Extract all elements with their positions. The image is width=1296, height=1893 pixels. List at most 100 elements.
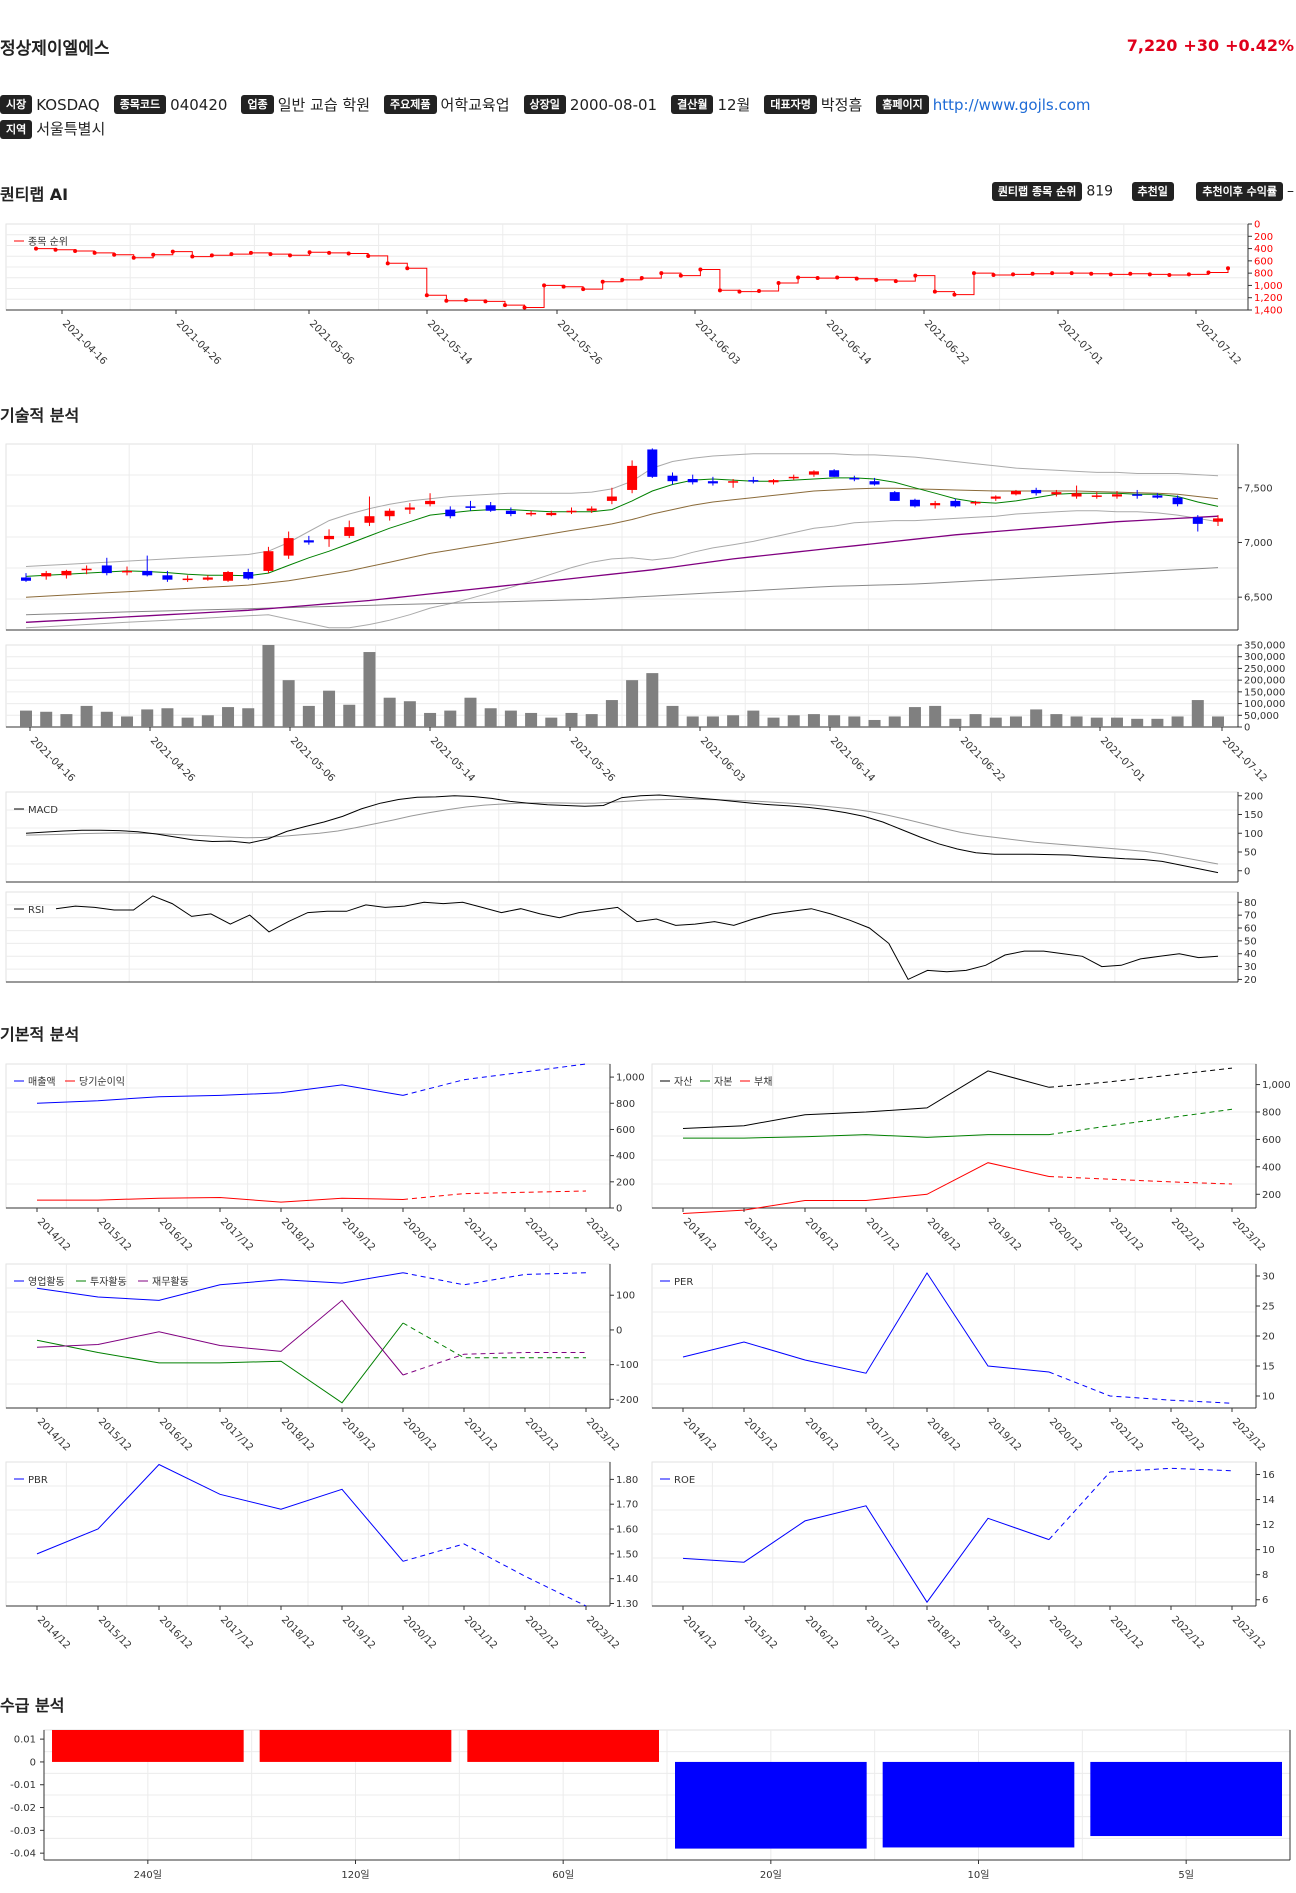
y-tick-label: 600	[616, 1125, 635, 1136]
y-tick-label: 0.01	[14, 1735, 36, 1746]
x-tick-label: 2015/12	[96, 1416, 133, 1453]
pbr-chart: 1.30 1.40 1.50 1.60 1.70 1.80 2014/12 2015/12 20…	[5, 1461, 638, 1651]
candle-body	[1172, 497, 1183, 505]
volume-bar	[181, 717, 194, 727]
per-chart: 10 15 20 25 30 2014/12 2015/12 2016/12 2017/12 20…	[651, 1263, 1275, 1453]
y-tick-label: 16	[1262, 1470, 1275, 1481]
candle-body	[1031, 489, 1042, 494]
rank-point	[932, 289, 937, 294]
rank-point	[229, 252, 234, 257]
x-tick-label: 2020/12	[1047, 1614, 1084, 1651]
legend-label: PER	[674, 1277, 693, 1288]
volume-bar	[626, 680, 639, 727]
x-tick-label: 2021-06-14	[828, 735, 877, 784]
x-tick-label: 2015/12	[96, 1216, 133, 1253]
volume-bar	[807, 714, 820, 727]
rank-point	[385, 261, 390, 266]
candle-body	[445, 509, 456, 517]
volume-bar	[363, 652, 376, 727]
supply-bar	[467, 1730, 659, 1762]
info-value: 040420	[170, 95, 228, 114]
candle-body	[667, 475, 678, 482]
roe-chart: 6 8 10 12 14 16 2014/12 2015/12 2016/12 2017/12 20…	[651, 1461, 1275, 1651]
volume-bar	[282, 680, 295, 727]
candle-body	[182, 578, 193, 581]
candle-body	[930, 503, 941, 506]
volume-bar	[545, 717, 558, 727]
y-tick-label: 40	[1244, 949, 1257, 960]
y-tick-label: 200	[616, 1177, 635, 1188]
x-tick-label: 2019/12	[986, 1416, 1023, 1453]
candle-body	[1071, 493, 1082, 497]
x-tick-label: 2021-06-03	[698, 735, 747, 784]
candle-body	[1132, 494, 1143, 496]
x-tick-label: 2019/12	[340, 1614, 377, 1651]
x-tick-label: 2014/12	[35, 1416, 72, 1453]
y-tick-label: 1.70	[616, 1500, 638, 1511]
candle-body	[748, 480, 759, 482]
return-value: –	[1287, 183, 1294, 200]
rank-point	[112, 252, 117, 257]
x-tick-label: 2016/12	[803, 1216, 840, 1253]
ma60-line	[25, 515, 1219, 623]
y-tick-label: 50,000	[1244, 711, 1279, 722]
supply-chart: 0.01 0 -0.01 -0.02 -0.03 -0.04 240일 120일 60일 20일 1…	[10, 1729, 1291, 1881]
homepage-link[interactable]: http://www.gojls.com	[932, 95, 1091, 114]
company-info: 시장 KOSDAQ 종목코드 040420 업종 일반 교습 학원 주요제품 어학교육업 상장일…	[0, 92, 1296, 141]
series-line	[36, 1322, 404, 1404]
volume-bar	[121, 716, 134, 727]
legend-label: PBR	[28, 1475, 48, 1486]
rank-point	[73, 249, 78, 254]
supply-bar	[52, 1730, 244, 1762]
candle-body	[142, 570, 153, 576]
rank-point	[1069, 271, 1074, 276]
volume-bar	[484, 708, 497, 727]
x-tick-label: 2014/12	[681, 1416, 718, 1453]
x-tick-label: 2016/12	[803, 1416, 840, 1453]
x-tick-label: 2019/12	[986, 1216, 1023, 1253]
candle-body	[344, 527, 355, 536]
info-value: 어학교육업	[440, 95, 510, 114]
y-tick-label: 0	[1244, 866, 1250, 877]
y-tick-label: 20	[1244, 975, 1257, 986]
volume-bar	[1009, 716, 1022, 727]
series-line	[682, 1505, 1050, 1604]
y-tick-label: 1.30	[616, 1599, 638, 1610]
x-tick-label: 2016/12	[157, 1416, 194, 1453]
y-tick-label: 1,200	[1254, 293, 1283, 304]
candle-body	[425, 500, 436, 505]
x-tick-label: 2018/12	[279, 1416, 316, 1453]
rank-point	[815, 276, 820, 281]
volume-bar	[1151, 718, 1164, 727]
x-tick-label: 2015/12	[96, 1614, 133, 1651]
y-tick-label: 200	[1262, 1190, 1281, 1201]
rank-point	[757, 288, 762, 293]
x-tick-label: 2021-07-01	[1056, 318, 1105, 367]
volume-bar	[262, 645, 275, 727]
y-tick-label: 30	[1244, 962, 1257, 973]
candle-body	[61, 570, 72, 576]
candle-body	[1010, 491, 1021, 495]
x-tick-label: 2022/12	[523, 1216, 560, 1253]
candle-body	[768, 480, 779, 483]
rank-point	[678, 273, 683, 278]
rank-point	[620, 277, 625, 282]
info-tag: 결산월	[671, 95, 714, 114]
x-tick-label: 2018/12	[279, 1216, 316, 1253]
y-tick-label: 0	[616, 1204, 622, 1215]
x-tick-label: 2016/12	[157, 1614, 194, 1651]
rank-point	[346, 251, 351, 256]
info-tag: 지역	[0, 119, 33, 139]
rank-point	[502, 303, 507, 308]
candle-body	[81, 568, 92, 571]
rank-point	[1050, 271, 1055, 276]
section-title-supply: 수급 분석	[0, 1696, 65, 1715]
volume-bar	[969, 714, 982, 727]
candle-body	[1111, 494, 1122, 497]
series-line	[36, 1272, 404, 1301]
volume-bar	[565, 712, 578, 727]
info-tag: 상장일	[523, 95, 566, 114]
x-tick-label: 2015/12	[742, 1216, 779, 1253]
